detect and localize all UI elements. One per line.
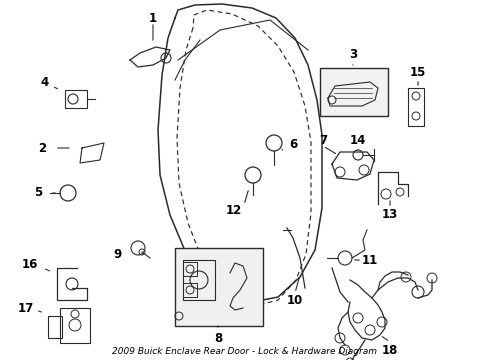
Text: 9: 9 [114, 248, 122, 261]
Bar [60, 308, 90, 343]
Text: 14: 14 [349, 134, 366, 147]
Text: 1: 1 [149, 12, 157, 24]
Text: 8: 8 [213, 332, 222, 345]
Text: 7: 7 [318, 134, 326, 147]
Text: 10: 10 [286, 293, 303, 306]
Text: 18: 18 [381, 343, 397, 356]
Text: 2009 Buick Enclave Rear Door - Lock & Hardware Diagram: 2009 Buick Enclave Rear Door - Lock & Ha… [111, 347, 376, 356]
Text: 12: 12 [225, 203, 242, 216]
Text: 6: 6 [288, 139, 297, 152]
Text: 16: 16 [22, 258, 38, 271]
Bar [48, 316, 62, 338]
Bar [407, 88, 423, 126]
Text: 4: 4 [41, 76, 49, 89]
Text: 15: 15 [409, 66, 426, 78]
Bar [175, 248, 263, 326]
Text: 13: 13 [381, 208, 397, 221]
Text: 17: 17 [18, 302, 34, 315]
Bar [183, 260, 215, 300]
Bar [183, 283, 197, 297]
Text: 2: 2 [38, 141, 46, 154]
Bar [65, 90, 87, 108]
Bar [183, 262, 197, 276]
Text: 5: 5 [34, 186, 42, 199]
Text: 11: 11 [361, 253, 377, 266]
Bar [319, 68, 387, 116]
Text: 3: 3 [348, 49, 356, 62]
